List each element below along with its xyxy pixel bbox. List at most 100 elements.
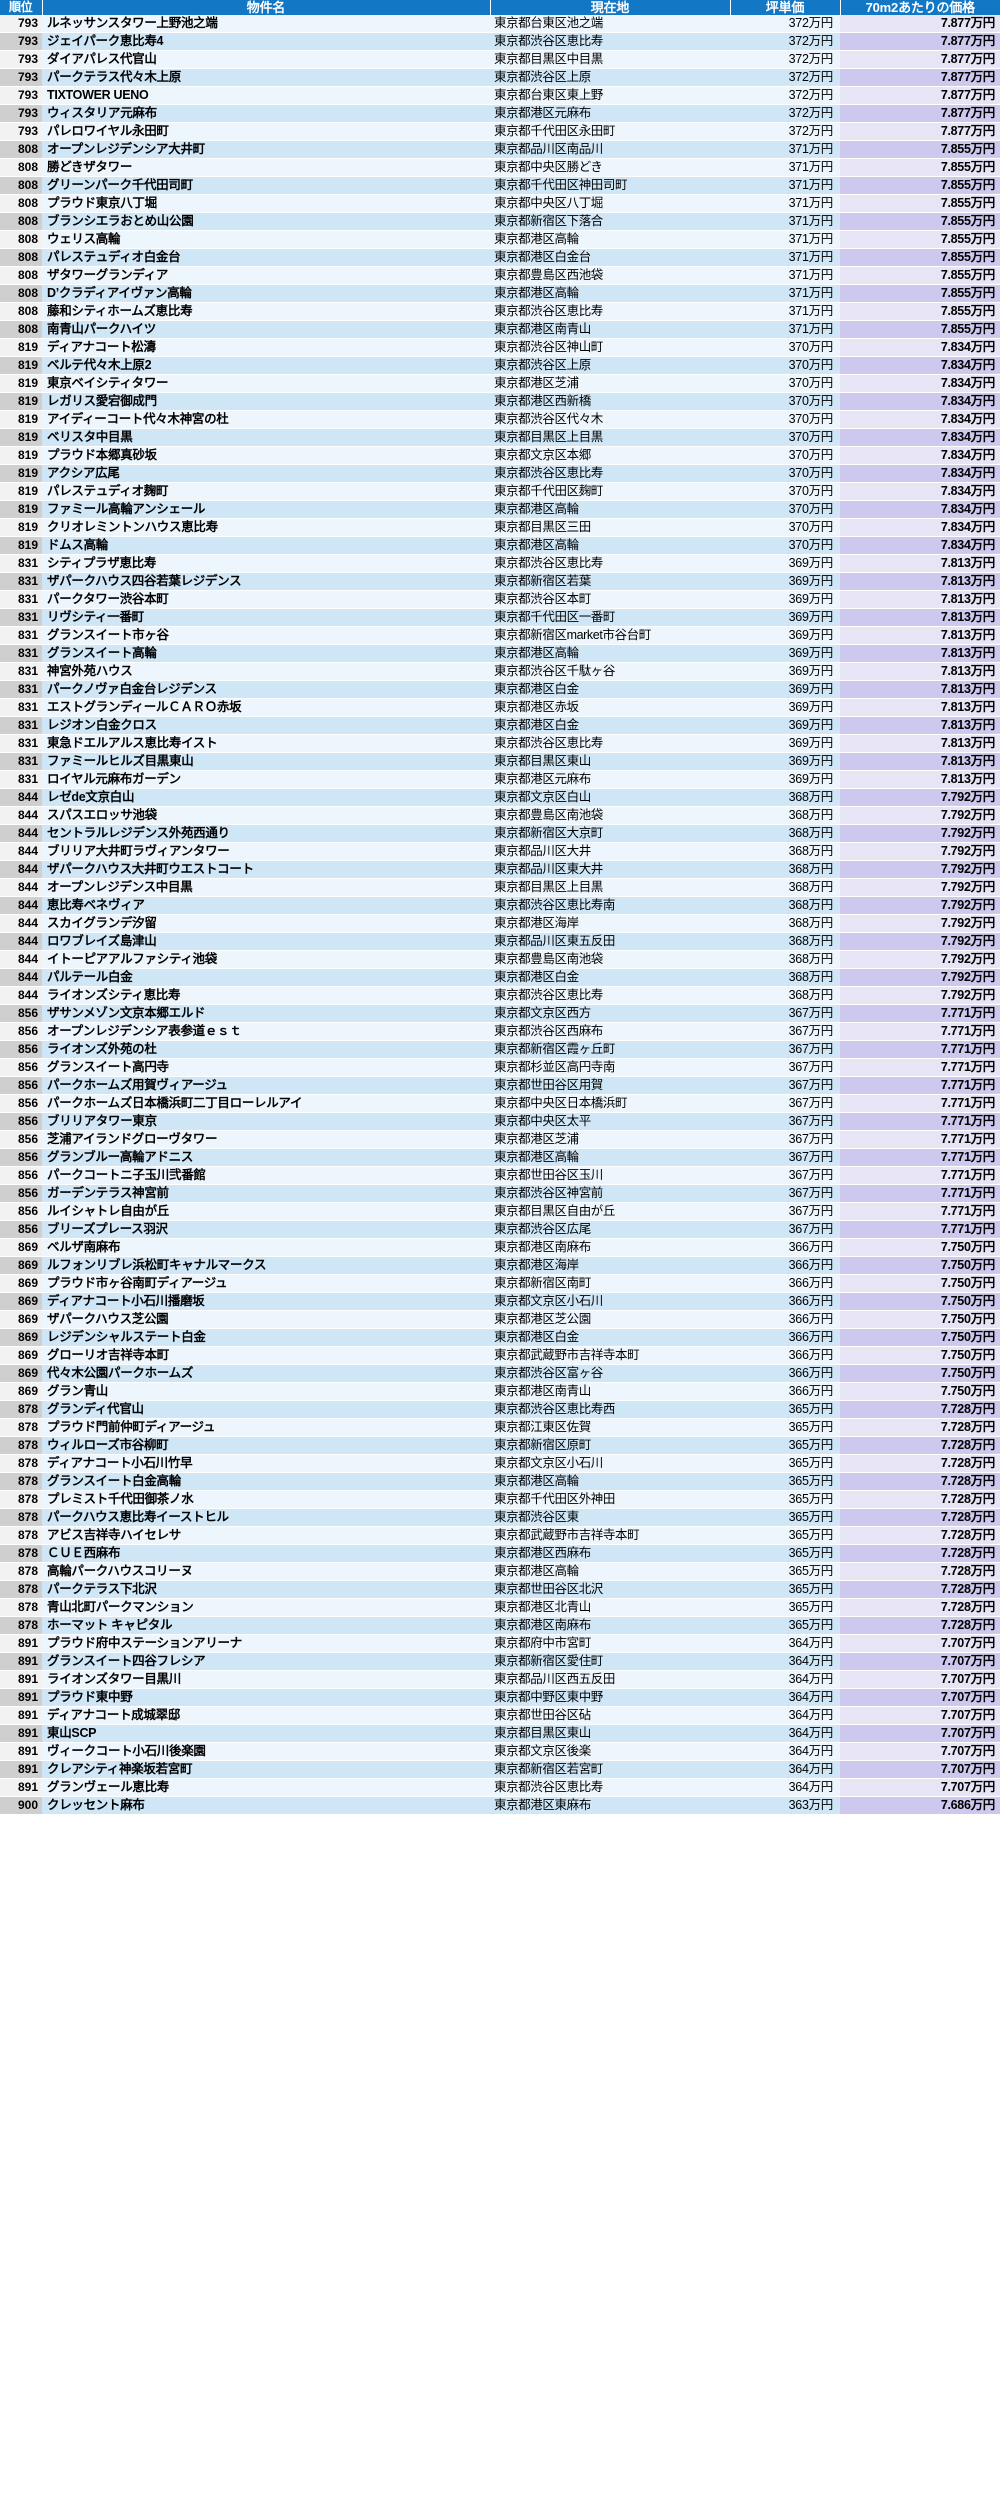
table-row[interactable]: 793 パークテラス代々木上原 東京都渋谷区上原 372万円 7.877万円 (0, 68, 1000, 87)
table-row[interactable]: 878 グランスイート白金高輪 東京都港区高輪 365万円 7.728万円 (0, 1472, 1000, 1491)
table-row[interactable]: 878 プレミスト千代田御茶ノ水 東京都千代田区外神田 365万円 7.728万円 (0, 1490, 1000, 1509)
table-row[interactable]: 844 イトーピアアルファシティ池袋 東京都豊島区南池袋 368万円 7.792万円 (0, 950, 1000, 969)
table-row[interactable]: 891 クレアシティ神楽坂若宮町 東京都新宿区若宮町 364万円 7.707万円 (0, 1760, 1000, 1779)
table-row[interactable]: 891 ライオンズタワー目黒川 東京都品川区西五反田 364万円 7.707万円 (0, 1670, 1000, 1689)
table-row[interactable]: 878 プラウド門前仲町ディアージュ 東京都江東区佐賀 365万円 7.728万円 (0, 1418, 1000, 1437)
table-row[interactable]: 856 ガーデンテラス神宮前 東京都渋谷区神宮前 367万円 7.771万円 (0, 1184, 1000, 1203)
table-row[interactable]: 878 ホーマット キャピタル 東京都港区南麻布 365万円 7.728万円 (0, 1616, 1000, 1635)
table-row[interactable]: 819 ドムス高輪 東京都港区高輪 370万円 7.834万円 (0, 536, 1000, 555)
table-row[interactable]: 831 エストグランディールＣＡＲＯ赤坂 東京都港区赤坂 369万円 7.813万円 (0, 698, 1000, 717)
table-row[interactable]: 819 レガリス愛宕御成門 東京都港区西新橋 370万円 7.834万円 (0, 392, 1000, 411)
table-row[interactable]: 878 青山北町パークマンション 東京都港区北青山 365万円 7.728万円 (0, 1598, 1000, 1617)
table-row[interactable]: 808 藤和シティホームズ恵比寿 東京都渋谷区恵比寿 371万円 7.855万円 (0, 302, 1000, 321)
table-row[interactable]: 831 リヴシティ一番町 東京都千代田区一番町 369万円 7.813万円 (0, 608, 1000, 627)
table-row[interactable]: 856 ライオンズ外苑の杜 東京都新宿区霞ヶ丘町 367万円 7.771万円 (0, 1040, 1000, 1059)
table-row[interactable]: 891 ヴィークコート小石川後楽園 東京都文京区後楽 364万円 7.707万円 (0, 1742, 1000, 1761)
table-row[interactable]: 891 プラウド府中ステーションアリーナ 東京都府中市宮町 364万円 7.707万円 (0, 1634, 1000, 1653)
table-row[interactable]: 891 グランヴェール恵比寿 東京都渋谷区恵比寿 364万円 7.707万円 (0, 1778, 1000, 1797)
table-row[interactable]: 856 ブリリアタワー東京 東京都中央区太平 367万円 7.771万円 (0, 1112, 1000, 1131)
table-row[interactable]: 808 南青山パークハイツ 東京都港区南青山 371万円 7.855万円 (0, 320, 1000, 339)
table-row[interactable]: 844 ブリリア大井町ラヴィアンタワー 東京都品川区大井 368万円 7.792万円 (0, 842, 1000, 861)
column-header-unit-price[interactable]: 坪単価 (730, 0, 841, 15)
table-row[interactable]: 878 パークテラス下北沢 東京都世田谷区北沢 365万円 7.728万円 (0, 1580, 1000, 1599)
table-row[interactable]: 856 パークコートニ子玉川弐番館 東京都世田谷区玉川 367万円 7.771万円 (0, 1166, 1000, 1185)
table-row[interactable]: 808 プラウド東京八丁堀 東京都中央区八丁堀 371万円 7.855万円 (0, 194, 1000, 213)
table-row[interactable]: 808 パレステュディオ白金台 東京都港区白金台 371万円 7.855万円 (0, 248, 1000, 267)
column-header-location[interactable]: 現在地 (490, 0, 731, 15)
table-row[interactable]: 844 恵比寿ベネヴィア 東京都渋谷区恵比寿南 368万円 7.792万円 (0, 896, 1000, 915)
column-header-price-70m2[interactable]: 70m2あたりの価格 (840, 0, 1000, 15)
table-row[interactable]: 831 グランスイート市ヶ谷 東京都新宿区market市谷台町 369万円 7.813万… (0, 626, 1000, 645)
table-row[interactable]: 819 東京ベイシティタワー 東京都港区芝浦 370万円 7.834万円 (0, 374, 1000, 393)
table-row[interactable]: 878 ディアナコート小石川竹早 東京都文京区小石川 365万円 7.728万円 (0, 1454, 1000, 1473)
table-row[interactable]: 856 ルイシャトレ自由が丘 東京都目黒区自由が丘 367万円 7.771万円 (0, 1202, 1000, 1221)
column-header-name[interactable]: 物件名 (42, 0, 491, 15)
table-row[interactable]: 869 レジデンシャルステート白金 東京都港区白金 366万円 7.750万円 (0, 1328, 1000, 1347)
table-row[interactable]: 793 TIXTOWER UENO 東京都台東区東上野 372万円 7.877万円 (0, 86, 1000, 105)
table-row[interactable]: 793 ルネッサンスタワー上野池之端 東京都台東区池之端 372万円 7.877万円 (0, 15, 1000, 33)
table-row[interactable]: 878 ウィルローズ市谷柳町 東京都新宿区原町 365万円 7.728万円 (0, 1436, 1000, 1455)
table-row[interactable]: 831 レジオン白金クロス 東京都港区白金 369万円 7.813万円 (0, 716, 1000, 735)
table-row[interactable]: 856 パークホームズ用賀ヴィアージュ 東京都世田谷区用賀 367万円 7.771万円 (0, 1076, 1000, 1095)
table-row[interactable]: 844 オープンレジデンス中目黒 東京都目黒区上目黒 368万円 7.792万円 (0, 878, 1000, 897)
table-row[interactable]: 869 グラン青山 東京都港区南青山 366万円 7.750万円 (0, 1382, 1000, 1401)
table-row[interactable]: 844 レゼde文京白山 東京都文京区白山 368万円 7.792万円 (0, 788, 1000, 807)
table-row[interactable]: 793 ウィスタリア元麻布 東京都港区元麻布 372万円 7.877万円 (0, 104, 1000, 123)
table-row[interactable]: 808 グリーンパーク千代田司町 東京都千代田区神田司町 371万円 7.855万円 (0, 176, 1000, 195)
table-row[interactable]: 831 グランスイート高輪 東京都港区高輪 369万円 7.813万円 (0, 644, 1000, 663)
table-row[interactable]: 831 ロイヤル元麻布ガーデン 東京都港区元麻布 369万円 7.813万円 (0, 770, 1000, 789)
table-row[interactable]: 891 東山SCP 東京都目黒区東山 364万円 7.707万円 (0, 1724, 1000, 1743)
table-row[interactable]: 869 ベルザ南麻布 東京都港区南麻布 366万円 7.750万円 (0, 1238, 1000, 1257)
table-row[interactable]: 844 セントラルレジデンス外苑西通り 東京都新宿区大京町 368万円 7.792万円 (0, 824, 1000, 843)
table-row[interactable]: 819 プラウド本郷真砂坂 東京都文京区本郷 370万円 7.834万円 (0, 446, 1000, 465)
table-row[interactable]: 891 ディアナコート成城翠邸 東京都世田谷区砧 364万円 7.707万円 (0, 1706, 1000, 1725)
table-row[interactable]: 808 ブランシエラおとめ山公園 東京都新宿区下落合 371万円 7.855万円 (0, 212, 1000, 231)
table-row[interactable]: 808 勝どきザタワー 東京都中央区勝どき 371万円 7.855万円 (0, 158, 1000, 177)
table-row[interactable]: 793 ジェイパーク恵比寿4 東京都渋谷区恵比寿 372万円 7.877万円 (0, 32, 1000, 51)
table-row[interactable]: 819 クリオレミントンハウス恵比寿 東京都目黒区三田 370万円 7.834万円 (0, 518, 1000, 537)
table-row[interactable]: 793 パレロワイヤル永田町 東京都千代田区永田町 372万円 7.877万円 (0, 122, 1000, 141)
table-row[interactable]: 878 パークハウス恵比寿イーストヒル 東京都渋谷区東 365万円 7.728万円 (0, 1508, 1000, 1527)
table-row[interactable]: 891 プラウド東中野 東京都中野区東中野 364万円 7.707万円 (0, 1688, 1000, 1707)
table-row[interactable]: 878 グランディ代官山 東京都渋谷区恵比寿西 365万円 7.728万円 (0, 1400, 1000, 1419)
table-row[interactable]: 891 グランスイート四谷フレシア 東京都新宿区愛住町 364万円 7.707万円 (0, 1652, 1000, 1671)
table-row[interactable]: 869 ザパークハウス芝公園 東京都港区芝公園 366万円 7.750万円 (0, 1310, 1000, 1329)
table-row[interactable]: 793 ダイアパレス代官山 東京都目黒区中目黒 372万円 7.877万円 (0, 50, 1000, 69)
table-row[interactable]: 808 オープンレジデンシア大井町 東京都品川区南品川 371万円 7.855万円 (0, 140, 1000, 159)
table-row[interactable]: 831 ファミールヒルズ目黒東山 東京都目黒区東山 369万円 7.813万円 (0, 752, 1000, 771)
table-row[interactable]: 819 ベリスタ中目黒 東京都目黒区上目黒 370万円 7.834万円 (0, 428, 1000, 447)
table-row[interactable]: 819 パレステュディオ麹町 東京都千代田区麹町 370万円 7.834万円 (0, 482, 1000, 501)
table-row[interactable]: 819 アイディーコート代々木神宮の杜 東京都渋谷区代々木 370万円 7.834万円 (0, 410, 1000, 429)
table-row[interactable]: 844 ザパークハウス大井町ウエストコート 東京都品川区東大井 368万円 7.792万… (0, 860, 1000, 879)
table-row[interactable]: 856 ブリーズプレース羽沢 東京都渋谷区広尾 367万円 7.771万円 (0, 1220, 1000, 1239)
table-row[interactable]: 844 パルテール白金 東京都港区白金 368万円 7.792万円 (0, 968, 1000, 987)
table-row[interactable]: 808 ウェリス高輪 東京都港区高輪 371万円 7.855万円 (0, 230, 1000, 249)
table-row[interactable]: 831 東急ドエルアルス恵比寿イスト 東京都渋谷区恵比寿 369万円 7.813万円 (0, 734, 1000, 753)
table-row[interactable]: 831 パークタワー渋谷本町 東京都渋谷区本町 369万円 7.813万円 (0, 590, 1000, 609)
table-row[interactable]: 844 スカイグランデ汐留 東京都港区海岸 368万円 7.792万円 (0, 914, 1000, 933)
column-header-rank[interactable]: 順位 (0, 0, 43, 15)
table-row[interactable]: 819 アクシア広尾 東京都渋谷区恵比寿 370万円 7.834万円 (0, 464, 1000, 483)
table-row[interactable]: 869 プラウド市ヶ谷南町ディアージュ 東京都新宿区南町 366万円 7.750万円 (0, 1274, 1000, 1293)
table-row[interactable]: 856 芝浦アイランドグローヴタワー 東京都港区芝浦 367万円 7.771万円 (0, 1130, 1000, 1149)
table-row[interactable]: 831 パークノヴァ白金台レジデンス 東京都港区白金 369万円 7.813万円 (0, 680, 1000, 699)
table-row[interactable]: 900 クレッセント麻布 東京都港区東麻布 363万円 7.686万円 (0, 1796, 1000, 1815)
table-row[interactable]: 856 オープンレジデンシア表参道ｅｓｔ 東京都渋谷区西麻布 367万円 7.771万円 (0, 1022, 1000, 1041)
table-row[interactable]: 844 ロワブレイズ島津山 東京都品川区東五反田 368万円 7.792万円 (0, 932, 1000, 951)
table-row[interactable]: 869 グローリオ吉祥寺本町 東京都武蔵野市吉祥寺本町 366万円 7.750万円 (0, 1346, 1000, 1365)
table-row[interactable]: 819 ファミール高輪アンシェール 東京都港区高輪 370万円 7.834万円 (0, 500, 1000, 519)
table-row[interactable]: 856 グランブルー高輪アドニス 東京都港区高輪 367万円 7.771万円 (0, 1148, 1000, 1167)
table-row[interactable]: 878 ＣＵＥ西麻布 東京都港区西麻布 365万円 7.728万円 (0, 1544, 1000, 1563)
table-row[interactable]: 844 ライオンズシティ恵比寿 東京都渋谷区恵比寿 368万円 7.792万円 (0, 986, 1000, 1005)
table-row[interactable]: 856 パークホームズ日本橋浜町二丁目ローレルアイ 東京都中央区日本橋浜町 367万円… (0, 1094, 1000, 1113)
table-row[interactable]: 831 神宮外苑ハウス 東京都渋谷区千駄ヶ谷 369万円 7.813万円 (0, 662, 1000, 681)
table-row[interactable]: 844 スパスエロッサ池袋 東京都豊島区南池袋 368万円 7.792万円 (0, 806, 1000, 825)
table-row[interactable]: 856 グランスイート高円寺 東京都杉並区高円寺南 367万円 7.771万円 (0, 1058, 1000, 1077)
table-row[interactable]: 808 D’クラディアイヴァン高輪 東京都港区高輪 371万円 7.855万円 (0, 284, 1000, 303)
table-row[interactable]: 869 ルフォンリブレ浜松町キャナルマークス 東京都港区海岸 366万円 7.750万円 (0, 1256, 1000, 1275)
table-row[interactable]: 831 ザパークハウス四谷若葉レジデンス 東京都新宿区若葉 369万円 7.813万円 (0, 572, 1000, 591)
table-row[interactable]: 856 ザサンメゾン文京本郷エルド 東京都文京区西方 367万円 7.771万円 (0, 1004, 1000, 1023)
table-row[interactable]: 819 ディアナコート松濤 東京都渋谷区神山町 370万円 7.834万円 (0, 338, 1000, 357)
table-row[interactable]: 869 代々木公園パークホームズ 東京都渋谷区富ヶ谷 366万円 7.750万円 (0, 1364, 1000, 1383)
table-row[interactable]: 869 ディアナコート小石川播磨坂 東京都文京区小石川 366万円 7.750万円 (0, 1292, 1000, 1311)
